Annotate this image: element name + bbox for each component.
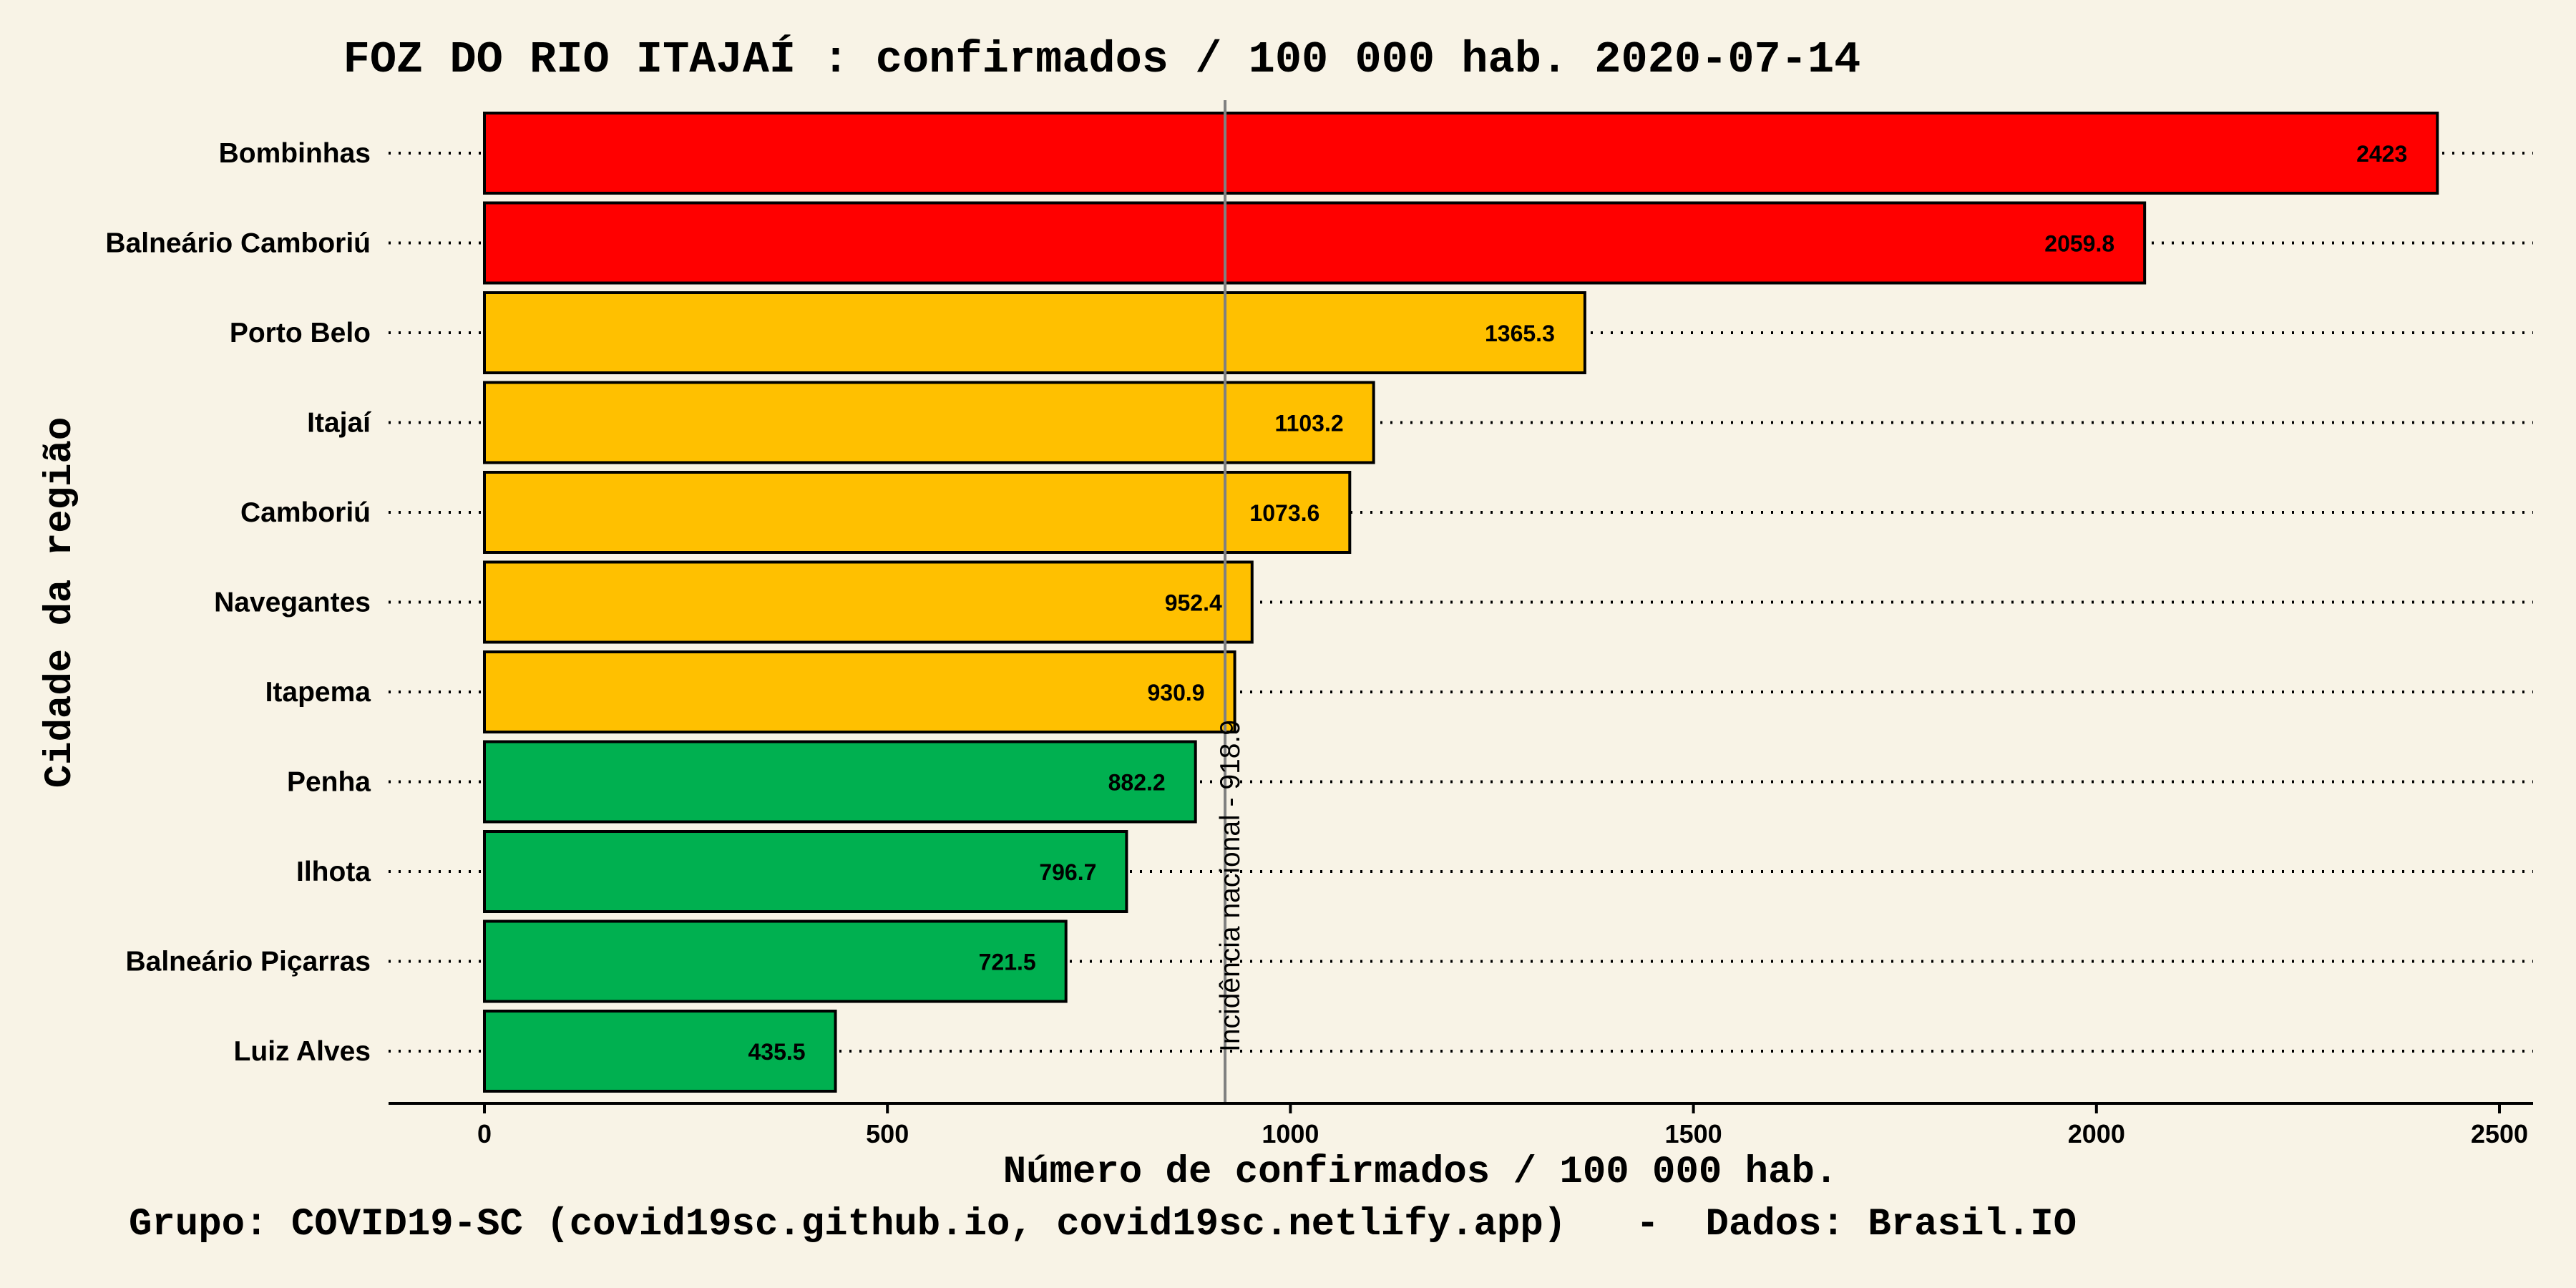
value-label: 1073.6 (1249, 500, 1319, 526)
category-label: Itajaí (307, 408, 371, 439)
x-tick-label: 0 (477, 1119, 492, 1148)
bar (483, 471, 1352, 554)
value-labels: 2423 2059.8 1365.3 1103.2 1073.6 952.4 930.9 88… (748, 141, 2407, 1065)
x-tick-label: 2000 (2068, 1119, 2125, 1148)
x-tick-label: 500 (866, 1119, 909, 1148)
category-label: Luiz Alves (234, 1036, 371, 1067)
category-label: Porto Belo (230, 318, 371, 348)
value-label: 721.5 (979, 950, 1036, 975)
bar (483, 560, 1254, 644)
bar (483, 381, 1375, 464)
bar (483, 650, 1236, 733)
bar (483, 291, 1586, 374)
value-label: 930.9 (1147, 680, 1204, 706)
bar (483, 740, 1197, 824)
category-label: Navegantes (214, 587, 371, 618)
y-axis-title: Cidade da região (39, 417, 82, 788)
value-label: 882.2 (1108, 770, 1166, 796)
value-label: 435.5 (748, 1039, 805, 1065)
x-axis: 0 500 1000 1500 2000 2500 (389, 1102, 2533, 1148)
value-label: 1365.3 (1485, 321, 1555, 346)
bar (483, 201, 2147, 285)
category-labels: Bombinhas Balneário Camboriú Porto Belo Ita… (105, 138, 371, 1067)
bar (483, 830, 1128, 913)
reference-line-group: Incidência nacional - 918.9 (1215, 100, 1246, 1103)
category-label: Balneário Camboriú (105, 228, 371, 259)
category-label: Itapema (265, 677, 371, 708)
x-tick-label: 2500 (2471, 1119, 2528, 1148)
x-tick-label: 1000 (1262, 1119, 1319, 1148)
caption: Grupo: COVID19-SC (covid19sc.github.io, … (129, 1203, 2077, 1246)
x-tick-label: 1500 (1665, 1119, 1722, 1148)
x-axis-title: Número de confirmados / 100 000 hab. (1003, 1151, 1838, 1194)
bar (483, 112, 2439, 195)
category-label: Ilhota (296, 857, 371, 887)
value-label: 2423 (2356, 141, 2407, 167)
bars (483, 112, 2439, 1093)
reference-line-label: Incidência nacional - 918.9 (1215, 720, 1246, 1052)
category-label: Balneário Piçarras (125, 947, 371, 977)
bar (483, 919, 1068, 1003)
value-label: 1103.2 (1275, 411, 1344, 436)
chart-title: FOZ DO RIO ITAJAÍ : confirmados / 100 00… (343, 34, 1861, 85)
category-label: Camboriú (240, 497, 371, 528)
value-label: 2059.8 (2044, 231, 2114, 257)
category-label: Penha (287, 767, 371, 798)
bar (483, 1010, 837, 1093)
value-label: 952.4 (1165, 590, 1222, 616)
category-label: Bombinhas (219, 138, 371, 169)
value-label: 796.7 (1039, 859, 1096, 885)
